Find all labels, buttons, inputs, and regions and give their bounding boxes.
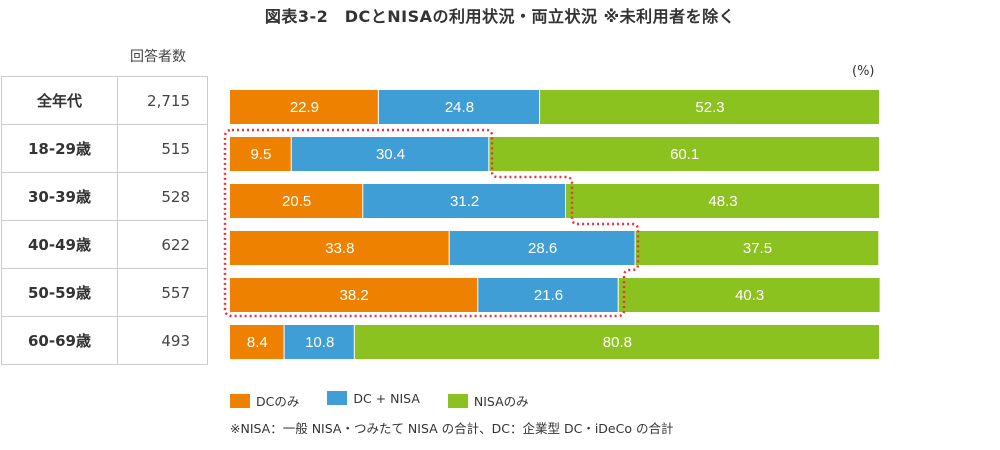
table-row: 18-29歳 515 [1, 124, 208, 173]
data-label: 80.8 [603, 334, 632, 351]
legend-swatch [447, 394, 468, 408]
count-header: 回答者数 [130, 49, 186, 65]
chart-title: 図表3-2 DCとNISAの利用状況・両立状況 ※未利用者を除く [264, 7, 736, 26]
data-label: 22.9 [290, 99, 319, 116]
data-label: 40.3 [735, 287, 764, 304]
data-label: 33.8 [325, 240, 354, 257]
data-label: 52.3 [695, 99, 724, 116]
data-label: 31.2 [450, 193, 479, 210]
data-label: 21.6 [534, 287, 563, 304]
respondent-count: 493 [117, 316, 208, 365]
data-label: 20.5 [282, 193, 311, 210]
legend-swatch [230, 394, 250, 408]
table-row: 30-39歳 528 [1, 172, 208, 221]
legend-item: DC + NISA [327, 391, 420, 410]
footnote: ※NISA：一般 NISA・つみたて NISA の合計、DC：企業型 DC・iD… [230, 421, 674, 436]
age-group-label: 60-69歳 [1, 316, 118, 365]
data-label: 48.3 [708, 193, 737, 210]
bar-segment [230, 325, 284, 359]
legend-label: NISAのみ [473, 394, 529, 409]
data-label: 8.4 [247, 334, 268, 351]
bar-segment [230, 184, 363, 218]
bar-segment [566, 184, 879, 218]
respondent-count: 515 [117, 124, 208, 173]
legend-item: DCのみ [230, 391, 299, 410]
age-group-label: 18-29歳 [1, 124, 118, 173]
unit-label: (%) [852, 64, 875, 79]
data-label: 24.8 [445, 99, 474, 116]
respondent-count: 557 [117, 268, 208, 317]
bar-segment [284, 325, 354, 359]
bar-segment [230, 231, 449, 265]
legend-label: DC + NISA [353, 391, 420, 406]
legend: DCのみ DC + NISA NISAのみ [230, 391, 529, 410]
age-group-label: 30-39歳 [1, 172, 118, 221]
legend-swatch [327, 391, 348, 405]
table-row: 40-49歳 622 [1, 220, 208, 269]
data-label: 38.2 [340, 287, 369, 304]
bar-segment [489, 137, 879, 171]
respondent-count: 622 [117, 220, 208, 269]
table-row: 60-69歳 493 [1, 316, 208, 365]
bar-segment [478, 278, 618, 312]
data-label: 28.6 [528, 240, 557, 257]
respondent-table: 全年代 2,715 18-29歳 515 30-39歳 528 40-49歳 622 50-59… [1, 76, 208, 365]
bar-segment [363, 184, 566, 218]
data-label: 60.1 [670, 146, 699, 163]
bar-segment [449, 231, 635, 265]
data-label: 9.5 [250, 146, 271, 163]
bar-segment [378, 90, 540, 124]
respondent-count: 528 [117, 172, 208, 221]
bar-segment [540, 90, 879, 124]
bar-segment [291, 137, 489, 171]
data-label: 30.4 [376, 146, 405, 163]
bar-segment [230, 137, 291, 171]
bar-segment [230, 278, 478, 312]
legend-label: DCのみ [256, 394, 300, 409]
bar-segment [354, 325, 879, 359]
age-group-label: 50-59歳 [1, 268, 118, 317]
age-group-label: 全年代 [1, 76, 118, 125]
bar-segment [635, 231, 879, 265]
table-row: 50-59歳 557 [1, 268, 208, 317]
data-label: 10.8 [305, 334, 334, 351]
age-group-label: 40-49歳 [1, 220, 118, 269]
bar-segment [230, 90, 378, 124]
bar-segment [618, 278, 880, 312]
highlight-outline [223, 128, 640, 318]
data-label: 37.5 [743, 240, 772, 257]
table-row: 全年代 2,715 [1, 76, 208, 125]
legend-item: NISAのみ [447, 391, 529, 410]
